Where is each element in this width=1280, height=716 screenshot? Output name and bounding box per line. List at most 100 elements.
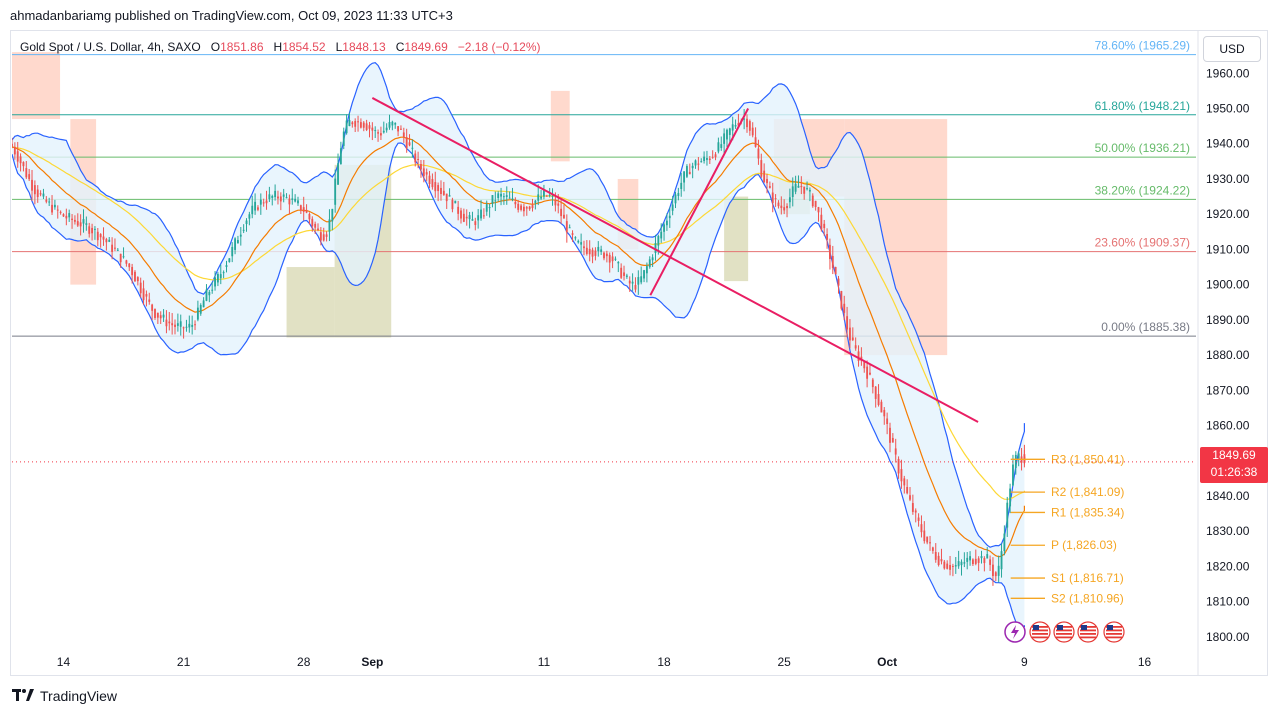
candle-body [1009, 488, 1012, 507]
candle-body [625, 275, 628, 277]
candle-body [159, 315, 162, 319]
candle-body [176, 323, 179, 326]
candle-body [969, 556, 971, 561]
candle-body [76, 221, 79, 226]
candle-body [992, 564, 994, 577]
moving-averages [12, 136, 1025, 558]
candle-body [829, 244, 831, 260]
candle-body [803, 186, 806, 194]
candle-body [746, 118, 748, 128]
candle-body [831, 255, 834, 268]
candle-body [354, 121, 357, 127]
candle-body [179, 321, 182, 327]
y-tick-label: 1860.00 [1206, 419, 1250, 433]
candle-body [28, 174, 31, 180]
x-tick-label: Oct [877, 655, 897, 669]
candle-body [874, 386, 877, 399]
x-tick-label: 21 [177, 655, 191, 669]
candle-body [305, 209, 308, 213]
candle-body [1003, 533, 1006, 551]
candle-body [388, 122, 391, 128]
candle-body [926, 536, 929, 543]
bar-countdown: 01:26:38 [1210, 465, 1258, 479]
candle-body [760, 160, 763, 177]
tradingview-brand: TradingView [40, 688, 118, 704]
candle-body [889, 427, 891, 443]
candle-body [185, 326, 188, 328]
candle-body [234, 238, 237, 250]
close-value: 1849.69 [404, 40, 448, 54]
candle-body [674, 194, 677, 204]
candle-body [929, 542, 931, 544]
candle-body [428, 175, 431, 184]
y-tick-label: 1920.00 [1206, 207, 1250, 221]
zone-box [550, 90, 570, 162]
flag-stripe [1032, 626, 1048, 628]
candle-body [299, 205, 302, 211]
candle-body [743, 118, 746, 120]
candlesticks [12, 109, 1026, 586]
candle-body [114, 247, 116, 249]
candle-body [631, 281, 634, 284]
candle-body [342, 131, 345, 146]
candle-body [974, 558, 977, 564]
candle-body [677, 193, 680, 197]
symbol-label[interactable]: Gold Spot / U.S. Dollar, 4h, SAXO [20, 40, 201, 54]
candle-body [531, 205, 534, 209]
candle-body [171, 323, 174, 326]
candle-body [468, 215, 471, 220]
flag-stripe [1032, 629, 1048, 632]
candle-body [182, 327, 185, 329]
currency-button[interactable]: USD [1203, 36, 1261, 62]
candle-body [154, 309, 156, 318]
candle-body [480, 209, 482, 219]
candle-body [279, 196, 282, 202]
candle-body [91, 227, 94, 234]
candle-body [508, 197, 511, 199]
candle-body [334, 178, 337, 205]
candle-body [394, 122, 397, 125]
candle-body [723, 133, 726, 144]
candle-body [19, 156, 22, 164]
candle-body [79, 222, 82, 227]
candle-body [754, 137, 757, 147]
fib-label: 50.00% (1936.21) [1095, 141, 1190, 155]
candle-body [237, 240, 239, 244]
candle-body [543, 190, 545, 197]
candle-body [911, 503, 914, 512]
candle-body [708, 158, 711, 161]
candle-body [474, 221, 477, 226]
candle-body [654, 242, 657, 253]
candle-body [462, 213, 465, 222]
candle-body [119, 253, 122, 263]
candle-body [731, 124, 734, 131]
candle-body [96, 231, 99, 241]
candle-body [617, 261, 620, 264]
candle-body [883, 409, 886, 417]
bollinger-bands [12, 62, 1025, 628]
ema-slow [12, 146, 1025, 500]
low-label: L [335, 40, 343, 54]
candle-body [880, 401, 883, 413]
y-tick-label: 1870.00 [1206, 383, 1250, 397]
bollinger-fill [12, 62, 1025, 627]
chart-frame[interactable] [10, 30, 1268, 676]
candle-body [36, 189, 39, 198]
candle-body [31, 179, 33, 191]
candle-body [277, 196, 279, 199]
candle-body [628, 280, 631, 284]
y-tick-label: 1840.00 [1206, 489, 1250, 503]
candle-body [726, 129, 728, 140]
x-tick-label: 18 [657, 655, 671, 669]
footer-branding[interactable]: TradingView [12, 688, 117, 704]
candle-body [737, 123, 740, 126]
candle-body [788, 197, 791, 203]
candle-body [122, 256, 125, 258]
candle-body [460, 210, 462, 219]
open-label: O [210, 40, 221, 54]
candle-body [791, 186, 794, 198]
candle-body [540, 196, 543, 199]
candle-body [591, 249, 594, 257]
candle-body [1000, 551, 1003, 570]
